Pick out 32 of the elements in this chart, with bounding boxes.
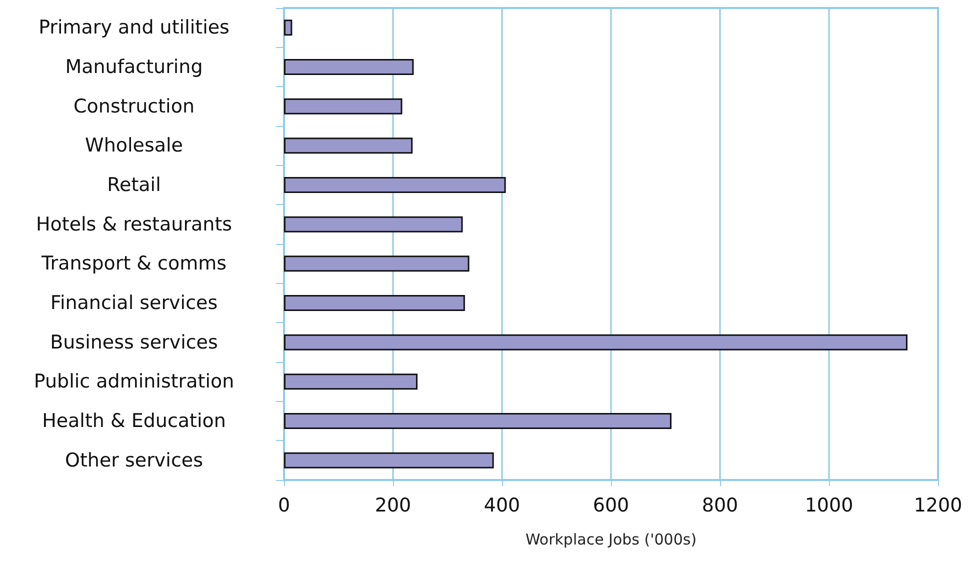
bar: [284, 177, 506, 193]
x-tick-label: 800: [702, 494, 738, 516]
bar: [284, 413, 672, 429]
bar: [284, 59, 414, 75]
y-tick-label: Other services: [65, 449, 203, 472]
y-tick-label: Manufacturing: [65, 56, 203, 78]
y-tick-label: Primary and utilities: [38, 16, 230, 39]
y-tick-label: Financial services: [50, 292, 218, 314]
bar: [284, 138, 413, 154]
y-tick-label: Wholesale: [85, 134, 183, 157]
y-tick-label: Hotels & restaurants: [36, 213, 232, 236]
y-tick-label: Public administration: [34, 370, 234, 393]
bar: [284, 452, 494, 468]
y-tick-label: Health & Education: [42, 410, 226, 432]
bar: [284, 334, 908, 350]
y-tick-label: Business services: [50, 331, 218, 354]
x-tick-label: 200: [374, 494, 412, 516]
bar: [284, 295, 465, 311]
bar: [284, 216, 463, 232]
bar: [284, 98, 402, 114]
x-tick-label: 1200: [914, 494, 962, 516]
bar: [284, 20, 292, 36]
x-tick-label: 400: [484, 494, 520, 516]
y-tick-label: Retail: [107, 174, 161, 196]
bar: [284, 256, 470, 272]
y-tick-label: Transport & comms: [40, 252, 227, 275]
x-tick-label: 0: [278, 494, 290, 516]
x-tick-label: 1000: [804, 494, 854, 516]
y-tick-label: Construction: [74, 95, 194, 118]
x-axis-title: Workplace Jobs ('000s): [525, 530, 697, 548]
bar: [284, 374, 418, 390]
x-tick-label: 600: [592, 494, 630, 516]
